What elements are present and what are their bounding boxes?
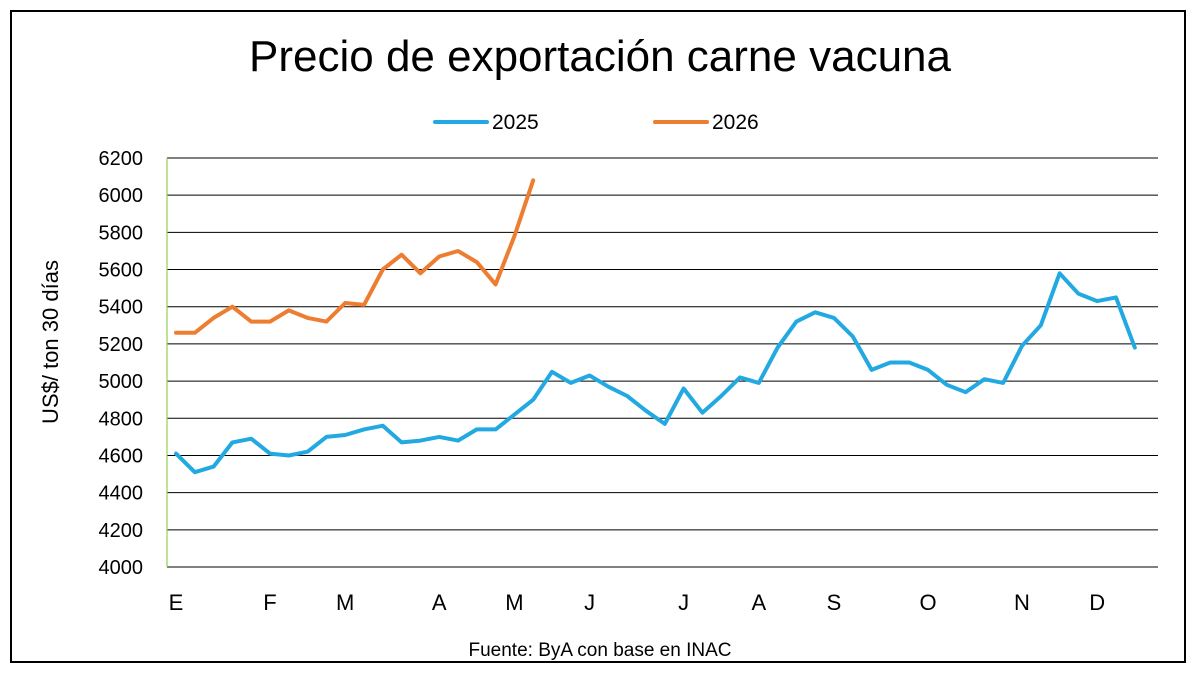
x-tick-label: M <box>505 590 523 615</box>
legend-label-2026: 2026 <box>712 111 759 134</box>
x-tick-label: J <box>584 590 595 615</box>
legend: 2025 2026 <box>433 111 759 134</box>
x-tick-label: A <box>432 590 447 615</box>
y-tick-label: 4000 <box>99 557 144 579</box>
legend-label-2025: 2025 <box>492 111 539 134</box>
y-tick-label: 5200 <box>99 334 144 356</box>
x-tick-label: N <box>1014 590 1030 615</box>
series-line-2026 <box>174 178 536 335</box>
x-tick-label: O <box>919 590 936 615</box>
x-tick-label: J <box>678 590 689 615</box>
y-tick-label: 6000 <box>99 185 144 207</box>
y-tick-label: 4400 <box>99 483 144 505</box>
y-tick-label: 5800 <box>99 222 144 244</box>
y-tick-label: 5400 <box>99 297 144 319</box>
chart-title: Precio de exportación carne vacuna <box>249 32 951 81</box>
x-tick-label: F <box>263 590 276 615</box>
series-line-2025 <box>174 271 1137 475</box>
y-tick-label: 4600 <box>99 445 144 467</box>
y-axis-label: US$/ ton 30 días <box>38 260 63 424</box>
x-tick-label: S <box>827 590 842 615</box>
chart-frame <box>10 10 1186 663</box>
y-tick-label: 5600 <box>99 260 144 282</box>
gridlines <box>166 157 1158 568</box>
x-tick-label: A <box>751 590 766 615</box>
x-tick-label: M <box>336 590 354 615</box>
y-tick-labels: 4000 4200 4400 4600 4800 5000 5200 5400 5600 5800… <box>99 148 144 579</box>
y-tick-label: 6200 <box>99 148 144 170</box>
y-tick-label: 4200 <box>99 520 144 542</box>
y-tick-label: 4800 <box>99 408 144 430</box>
series-lines <box>174 178 1137 475</box>
y-tick-label: 5000 <box>99 371 144 393</box>
x-tick-label: E <box>169 590 184 615</box>
source-note: Fuente: ByA con base en INAC <box>468 640 732 661</box>
x-tick-label: D <box>1089 590 1105 615</box>
